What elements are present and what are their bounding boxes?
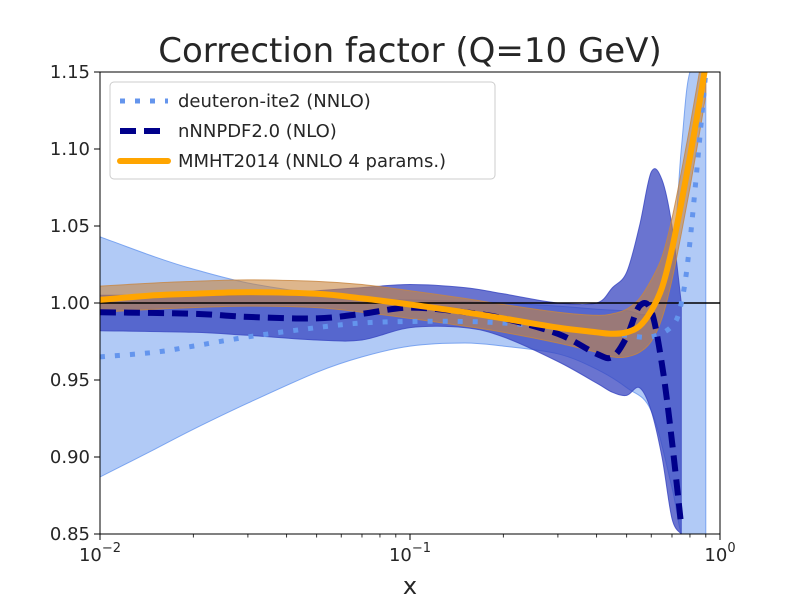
y-tick-label: 1.10	[50, 139, 90, 160]
y-tick-label: 1.05	[50, 216, 90, 237]
x-tick-label: 10−2	[79, 541, 121, 566]
legend-label: deuteron-ite2 (NNLO)	[178, 91, 371, 112]
chart-title: Correction factor (Q=10 GeV)	[158, 31, 662, 71]
y-tick-label: 1.15	[50, 62, 90, 83]
x-axis-label: x	[403, 572, 417, 600]
y-tick-label: 0.85	[50, 524, 90, 545]
series-line-3	[100, 72, 708, 337]
x-tick-label: 10−1	[389, 541, 431, 566]
y-tick-label: 1.00	[50, 293, 90, 314]
legend-box	[109, 81, 496, 180]
y-tick-label: 0.95	[50, 370, 90, 391]
band-2	[100, 168, 682, 534]
x-axis: 10−2 10−1 100	[79, 534, 736, 566]
legend-label: nNNPDF2.0 (NLO)	[178, 121, 337, 142]
legend-label: MMHT2014 (NNLO 4 params.)	[178, 151, 446, 172]
series-line-2	[100, 300, 685, 527]
x-tick-label: 100	[704, 541, 735, 566]
legend: deuteron-ite2 (NNLO) nNNPDF2.0 (NLO) MMHT2…	[109, 81, 496, 180]
y-axis: 0.85 0.90 0.95 1.00 1.05 1.10 1.15	[50, 62, 100, 545]
plot-area	[100, 72, 720, 534]
y-tick-label: 0.90	[50, 447, 90, 468]
series-lines	[100, 72, 709, 527]
